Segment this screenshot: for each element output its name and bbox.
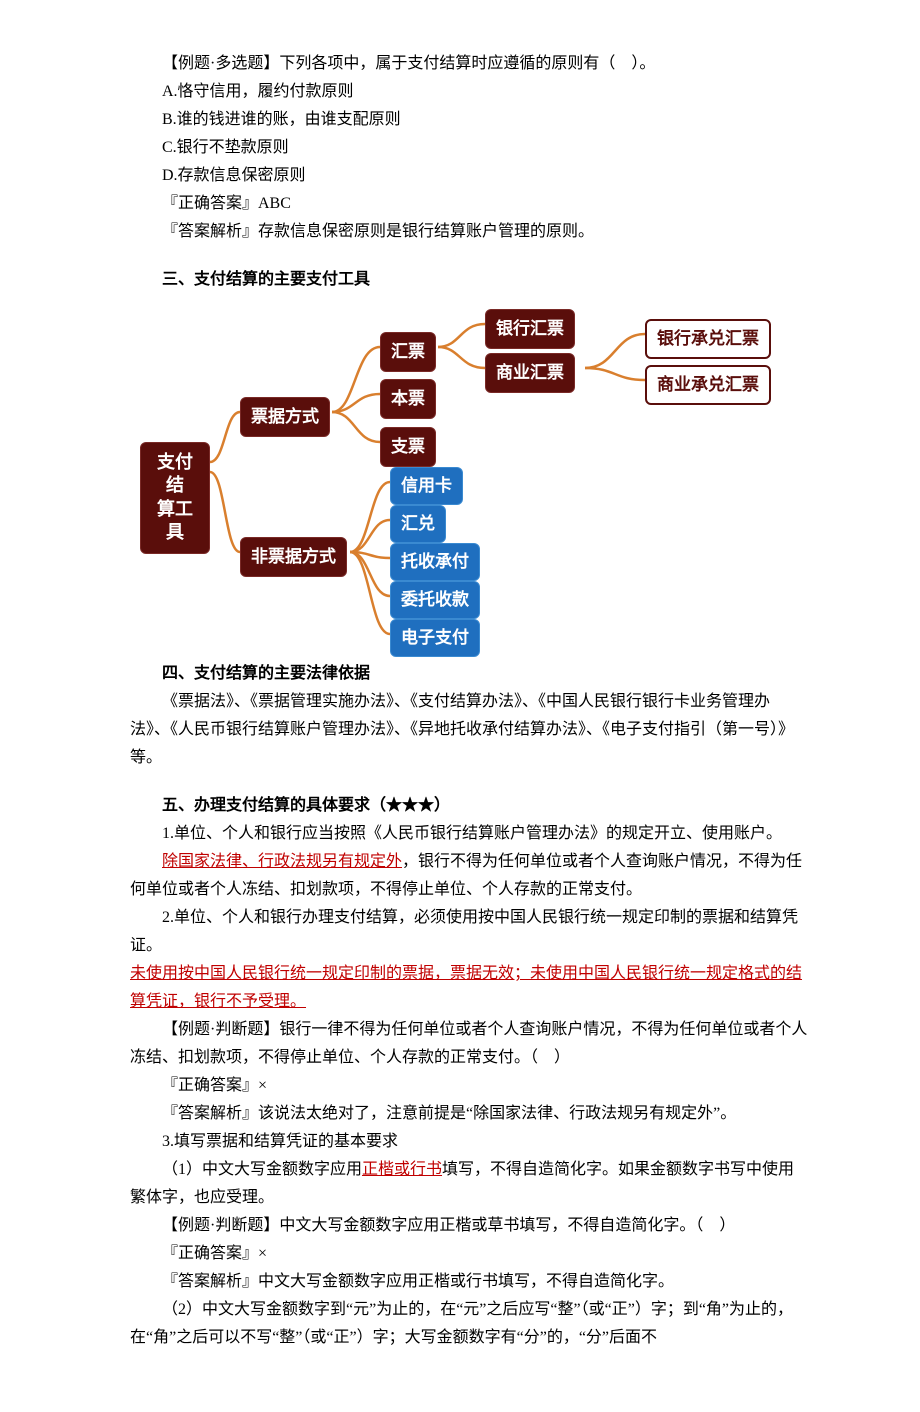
s5-p2-red: 除国家法律、行政法规另有规定外	[162, 853, 402, 870]
q2-answer: 『正确答案』×	[130, 1072, 810, 1100]
s5-p6: （2）中文大写金额数字到“元”为止的，在“元”之后应写“整”（或“正”）字；到“…	[130, 1296, 810, 1352]
node-root-l2: 算工具	[157, 499, 193, 542]
s5-p1: 1.单位、个人和银行应当按照《人民币银行结算账户管理办法》的规定开立、使用账户。	[130, 820, 810, 848]
node-root-l1: 支付结	[157, 452, 193, 495]
node-xyk: 信用卡	[390, 467, 463, 505]
q1-opt-d: D.存款信息保密原则	[130, 162, 810, 190]
node-dzzf: 电子支付	[390, 619, 480, 657]
q2-explain: 『答案解析』该说法太绝对了，注意前提是“除国家法律、行政法规另有规定外”。	[130, 1100, 810, 1128]
q2-stem: 【例题·判断题】银行一律不得为任何单位或者个人查询账户情况，不得为任何单位或者个…	[130, 1016, 810, 1072]
document-page: 【例题·多选题】下列各项中，属于支付结算时应遵循的原则有（ ）。 A.恪守信用，…	[0, 0, 920, 1412]
node-sycd: 商业承兑汇票	[645, 365, 771, 405]
q1-stem: 【例题·多选题】下列各项中，属于支付结算时应遵循的原则有（ ）。	[130, 50, 810, 78]
q3-stem: 【例题·判断题】中文大写金额数字应用正楷或草书填写，不得自造简化字。（ ）	[130, 1212, 810, 1240]
node-hp: 汇票	[380, 332, 436, 372]
s5-p5: （1）中文大写金额数字应用正楷或行书填写，不得自造简化字。如果金额数字书写中使用…	[130, 1156, 810, 1212]
node-bill: 票据方式	[240, 397, 330, 437]
section4-body: 《票据法》、《票据管理实施办法》、《支付结算办法》、《中国人民银行银行卡业务管理…	[130, 688, 810, 772]
node-root: 支付结算工具	[140, 442, 210, 554]
node-yhcd: 银行承兑汇票	[645, 319, 771, 359]
payment-tools-diagram: 支付结算工具 票据方式 非票据方式 汇票 本票 支票 信用卡 汇兑 托收承付 委…	[140, 302, 800, 652]
node-wtsk: 委托收款	[390, 581, 480, 619]
s5-p2: 除国家法律、行政法规另有规定外，银行不得为任何单位或者个人查询账户情况，不得为任…	[130, 848, 810, 904]
section4-title: 四、支付结算的主要法律依据	[130, 660, 810, 688]
node-nonbill: 非票据方式	[240, 537, 347, 577]
q1-explain: 『答案解析』存款信息保密原则是银行结算账户管理的原则。	[130, 218, 810, 246]
node-yhhp: 银行汇票	[485, 309, 575, 349]
node-hd: 汇兑	[390, 505, 446, 543]
s5-p4: 3.填写票据和结算凭证的基本要求	[130, 1128, 810, 1156]
section5-title: 五、办理支付结算的具体要求（★★★）	[130, 792, 810, 820]
s5-p3-red: 未使用按中国人民银行统一规定印制的票据，票据无效；未使用中国人民银行统一规定格式…	[130, 965, 802, 1010]
q1-opt-b: B.谁的钱进谁的账，由谁支配原则	[130, 106, 810, 134]
node-tscf: 托收承付	[390, 543, 480, 581]
q3-explain: 『答案解析』中文大写金额数字应用正楷或行书填写，不得自造简化字。	[130, 1268, 810, 1296]
q1-answer: 『正确答案』ABC	[130, 190, 810, 218]
node-syhp: 商业汇票	[485, 353, 575, 393]
q1-opt-c: C.银行不垫款原则	[130, 134, 810, 162]
s5-p5a: （1）中文大写金额数字应用	[162, 1161, 362, 1178]
q3-answer: 『正确答案』×	[130, 1240, 810, 1268]
q1-opt-a: A.恪守信用，履约付款原则	[130, 78, 810, 106]
section3-title: 三、支付结算的主要支付工具	[130, 266, 810, 294]
s5-p3: 2.单位、个人和银行办理支付结算，必须使用按中国人民银行统一规定印制的票据和结算…	[130, 904, 810, 960]
node-zp: 支票	[380, 427, 436, 467]
node-bp: 本票	[380, 379, 436, 419]
s5-p5-red: 正楷或行书	[362, 1161, 442, 1178]
